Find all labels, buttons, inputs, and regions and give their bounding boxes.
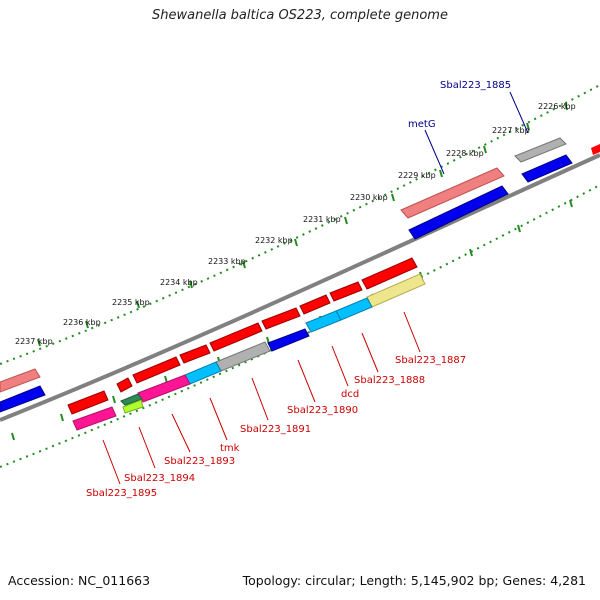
tick-mark-2236	[85, 320, 89, 329]
inner-tick-mark	[569, 199, 573, 208]
inner-tick-mark	[112, 395, 116, 404]
label-sbal223-1891: Sbal223_1891	[240, 424, 311, 435]
gene-dcd	[305, 310, 342, 333]
gene-red-2	[329, 281, 363, 302]
leader-sbal223-1890	[297, 359, 316, 403]
gene-tmk	[184, 361, 222, 385]
tick-label-2231: 2231 kbp	[303, 215, 341, 224]
gene-sbal223-1894-green	[120, 393, 143, 406]
leader-sbal223-1894	[138, 426, 156, 469]
tick-mark-2231	[344, 216, 348, 225]
tick-label-2228: 2228 kbp	[446, 149, 484, 158]
inner-tick-mark	[517, 224, 521, 233]
gene-sbal223-1894-yellowgreen	[122, 399, 144, 414]
gene-red-8	[116, 377, 133, 393]
forward-strand-genes	[0, 137, 600, 393]
tick-mark-2229	[439, 169, 443, 178]
tick-label-2232: 2232 kbp	[255, 236, 293, 245]
tick-mark-2230	[391, 193, 395, 202]
tick-mark-2235	[136, 300, 140, 309]
tick-label-2233: 2233 kbp	[208, 257, 246, 266]
gene-red-4	[261, 307, 301, 330]
inner-tick-mark	[60, 413, 64, 422]
accession-text: Accession: NC_011663	[8, 573, 151, 588]
tick-label-2235: 2235 kbp	[112, 298, 150, 307]
label-sbal223-1893: Sbal223_1893	[164, 456, 235, 467]
tick-mark-2226	[564, 102, 568, 111]
gene-red-9	[67, 390, 109, 415]
gene-blue-1885	[521, 154, 573, 183]
label-sbal223-1894: Sbal223_1894	[124, 473, 195, 484]
gene-left-salmon	[0, 368, 41, 393]
tick-label-2237: 2237 kbp	[15, 337, 53, 346]
tick-mark-2237	[37, 338, 41, 347]
leader-sbal223-1895	[102, 439, 121, 485]
reverse-strand-colored-genes	[72, 273, 426, 431]
gene-red-1	[361, 257, 418, 290]
tick-label-2236: 2236 kbp	[63, 318, 101, 327]
gene-sbal223-1895	[72, 406, 117, 431]
leader-sbal223-1891	[251, 377, 269, 421]
label-dcd: dcd	[341, 389, 359, 400]
tick-mark-2227	[526, 122, 530, 131]
gene-red-7	[132, 356, 181, 384]
tick-mark-2233	[242, 260, 246, 269]
gene-red-5	[209, 322, 263, 352]
genome-backbone	[0, 153, 600, 422]
forward-strand-blue-genes	[0, 154, 573, 413]
tick-label-2230: 2230 kbp	[350, 193, 388, 202]
inner-tick-mark	[11, 432, 15, 441]
gene-left-blue	[0, 385, 46, 413]
gene-far-right-red	[591, 144, 600, 155]
kbp-tick-marks	[37, 102, 568, 347]
topology-text: Topology: circular; Length: 5,145,902 bp…	[242, 573, 586, 588]
inner-tick-mark	[469, 248, 473, 257]
tick-mark-2232	[294, 238, 298, 247]
label-sbal223-1890: Sbal223_1890	[287, 405, 358, 416]
leader-sbal223-1885	[509, 91, 529, 134]
tick-label-2229: 2229 kbp	[398, 171, 436, 180]
label-metG: metG	[408, 119, 436, 130]
inner-dotted-guide	[0, 184, 600, 468]
tick-mark-2228	[483, 145, 487, 154]
gene-red-3	[299, 294, 331, 315]
leader-sbal223-1887	[403, 311, 421, 353]
reverse-strand-red-genes	[67, 257, 418, 415]
map-title: Shewanella baltica OS223, complete genom…	[152, 8, 448, 23]
leader-tmk	[209, 397, 228, 441]
tick-label-2226: 2226 kbp	[538, 102, 576, 111]
gene-sbal223-1888	[335, 297, 373, 321]
gene-red-6	[179, 344, 211, 364]
leader-metG	[424, 129, 445, 175]
tick-label-2227: 2227 kbp	[492, 126, 530, 135]
tick-label-2234: 2234 kbp	[160, 278, 198, 287]
gene-blue-metG-partner	[408, 185, 509, 240]
gene-blue-small	[267, 328, 310, 352]
label-sbal223-1888: Sbal223_1888	[354, 375, 425, 386]
gene-metG	[400, 167, 505, 219]
tick-mark-2234	[189, 280, 193, 289]
leader-dcd	[331, 345, 349, 387]
leader-sbal223-1893	[171, 413, 191, 453]
gene-sbal223-1885	[514, 137, 567, 163]
leader-sbal223-1888	[361, 332, 379, 373]
label-sbal223-1885: Sbal223_1885	[440, 80, 511, 91]
label-leader-lines	[102, 91, 529, 485]
label-tmk: tmk	[220, 443, 240, 454]
label-sbal223-1895: Sbal223_1895	[86, 488, 157, 499]
label-sbal223-1887: Sbal223_1887	[395, 355, 466, 366]
